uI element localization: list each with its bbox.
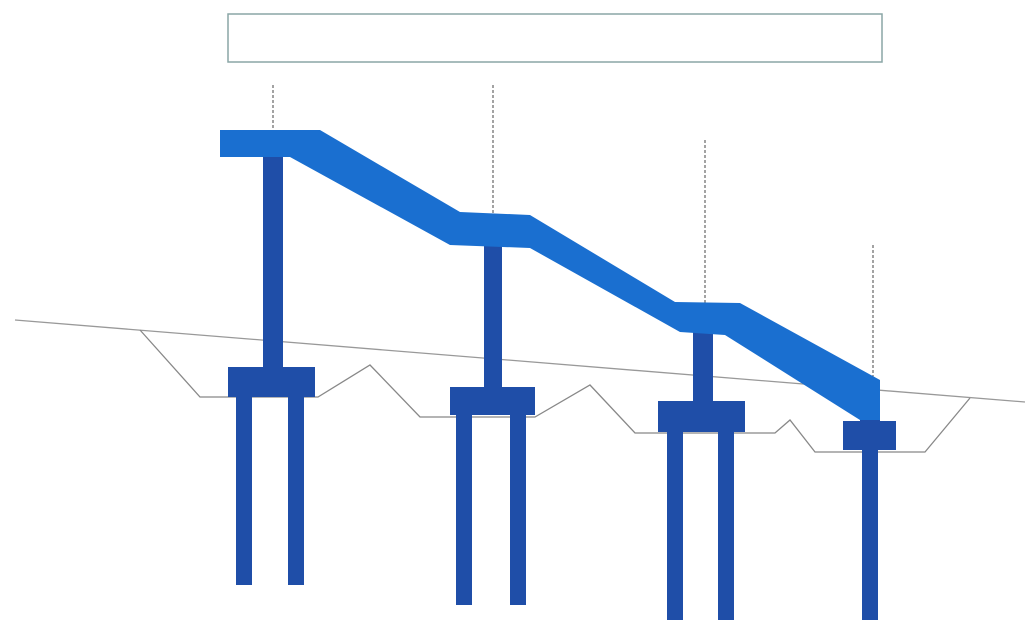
column [484,243,502,388]
pile-cap [228,367,315,397]
beam [220,130,880,420]
column [263,155,283,368]
pile [510,415,526,605]
pile-cap [843,421,896,450]
pile [862,450,878,620]
column [693,330,713,402]
pile [288,397,304,585]
pile-caps [228,367,896,450]
pile [236,397,252,585]
pile-cap [658,401,745,432]
excavation-outline [139,329,971,453]
pile [667,432,683,620]
pile-cap [450,387,535,415]
top-box [227,13,883,63]
piles [236,397,878,620]
leader-lines [272,85,874,378]
pile [718,432,734,620]
pile [456,415,472,605]
